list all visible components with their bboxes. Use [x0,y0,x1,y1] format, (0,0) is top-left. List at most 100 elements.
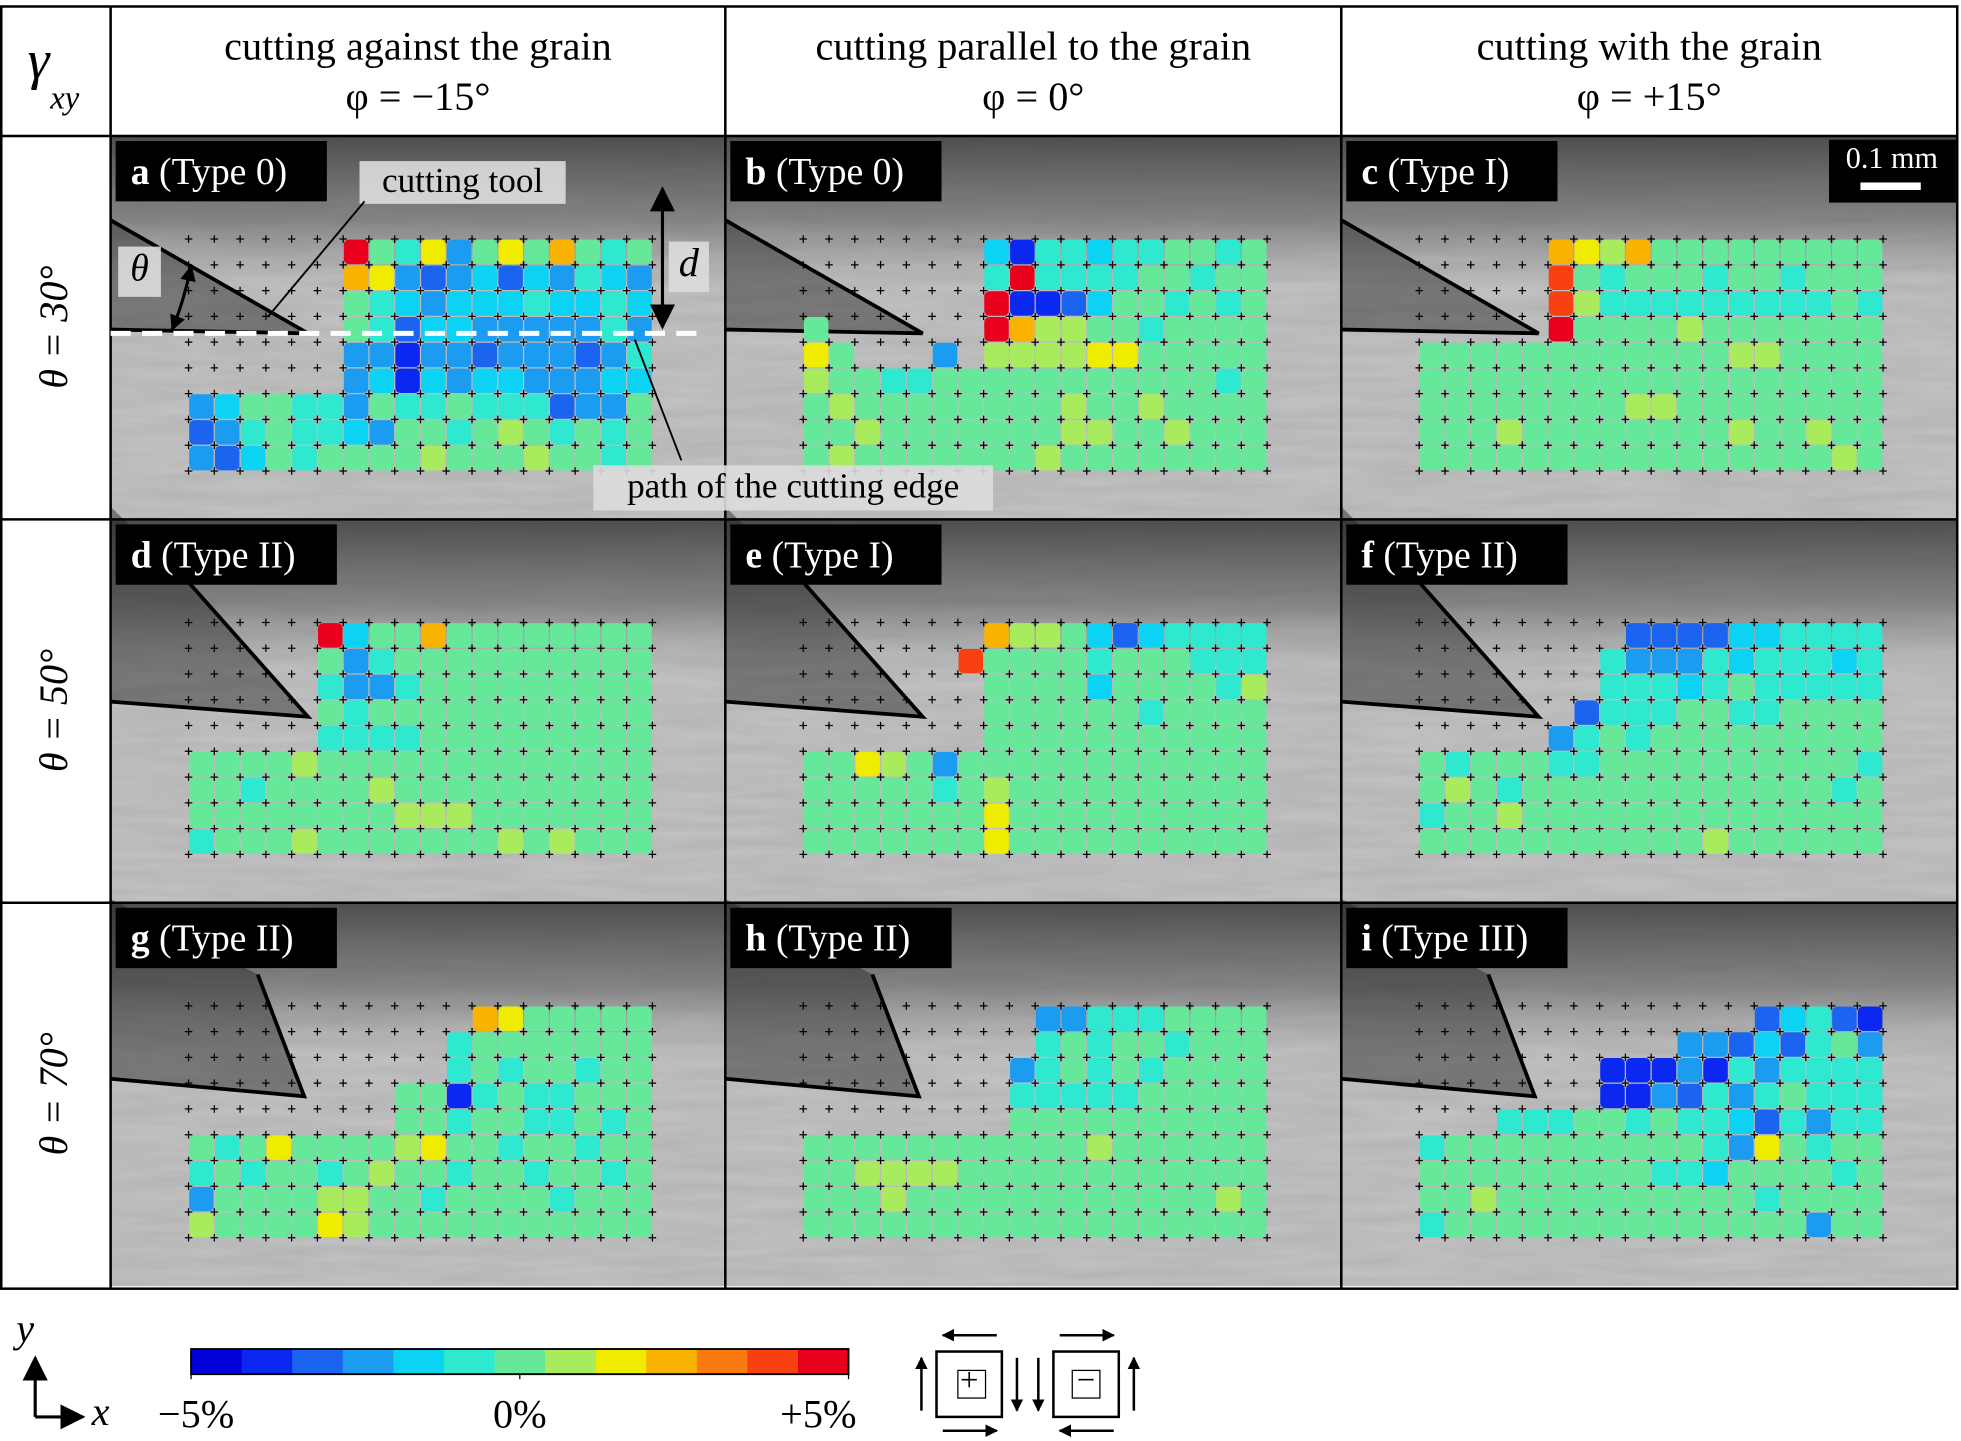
strain-cell [1677,623,1703,648]
strain-cell [1832,700,1857,725]
strain-cell [421,700,446,725]
strain-cell [498,1161,523,1186]
strain-cell [1600,726,1625,751]
strain-cell [1419,445,1445,471]
strain-cell [1754,648,1780,674]
strain-cell [498,445,523,471]
panel-label: g (Type II) [131,917,294,959]
strain-cell [1471,829,1496,854]
strain-cell [1522,394,1548,419]
panel-label-box [1346,140,1558,202]
strain-cell [906,445,932,471]
strain-cell [189,777,214,803]
strain-cell [1548,291,1574,316]
strain-cell [1857,316,1883,342]
strain-cell [1703,420,1728,445]
strain-cell [1190,726,1215,751]
strain-cell [1651,648,1677,674]
strain-cell [240,803,266,828]
strain-cell [549,829,575,854]
strain-cell [1087,751,1112,777]
strain-cell [1625,239,1651,265]
strain-cell [1780,1212,1806,1238]
strain-cell [1625,726,1651,751]
strain-cell [601,1058,627,1083]
strain-cell [1625,1212,1651,1238]
strain-cell [1087,1212,1112,1238]
strain-cell [446,239,472,265]
strain-cell [1241,368,1267,394]
strain-cell [1138,368,1164,394]
strain-cell [1548,368,1574,394]
strain-cell [369,1161,395,1186]
strain-cell [1087,674,1112,700]
strain-cell [1832,777,1857,803]
strain-cell [601,726,627,751]
marker-grid [1415,235,1887,475]
strain-cell [1164,1212,1190,1238]
strain-cell [575,291,601,316]
strain-cell [343,445,369,471]
strain-cell [318,829,343,854]
strain-cell [1471,777,1496,803]
strain-cell [958,445,984,471]
strain-cell [240,1135,266,1160]
strain-cell [240,751,266,777]
strain-cell [1419,368,1445,394]
strain-cell [1471,751,1496,777]
strain-cell [1729,623,1754,648]
strain-cell [1806,829,1831,854]
strain-cell [601,751,627,777]
strain-cell [1780,1006,1806,1031]
strain-cell [292,445,317,471]
strain-cell [472,623,498,648]
strain-cell [395,394,420,419]
strain-cell [549,751,575,777]
strain-cell [421,829,446,854]
strain-cell [189,1186,214,1212]
strain-cell [1471,394,1496,419]
strain-cell [549,394,575,419]
strain-cell [1625,674,1651,700]
strain-cell [1832,1135,1857,1160]
strain-cell [984,265,1009,290]
strain-cell [1113,1083,1138,1109]
strain-cell [1703,648,1728,674]
strain-cell [1754,1135,1780,1160]
strain-cell [1600,445,1625,471]
strain-cell [932,751,958,777]
strain-cell [1087,700,1112,725]
strain-cell [1061,803,1087,828]
strain-cell [1190,1212,1215,1238]
strain-cell [1548,726,1574,751]
strain-cell [1061,726,1087,751]
strain-cell [1087,1083,1112,1109]
strain-cell [1651,445,1677,471]
strain-cell [1113,1135,1138,1160]
strain-cell [1703,342,1728,368]
strain-cell [1113,342,1138,368]
strain-cell [549,726,575,751]
strain-cell [1164,1135,1190,1160]
axis-icon: y x [12,1306,109,1434]
strain-cell [1241,1186,1267,1212]
strain-cell [1241,1058,1267,1083]
strain-cell [1190,1161,1215,1186]
strain-cell [1138,1032,1164,1057]
strain-cell [1035,1109,1061,1135]
strain-cell [369,291,395,316]
strain-cell [984,1212,1009,1238]
colorbar-swatch [696,1349,748,1375]
strain-cell [1677,1032,1703,1057]
strain-cell [1216,726,1241,751]
strain-cell [1164,1109,1190,1135]
strain-cell [1138,1186,1164,1212]
strain-cell [1703,751,1728,777]
strain-cell [1164,777,1190,803]
strain-cell [446,1058,472,1083]
strain-cell [1035,394,1061,419]
strain-cell [855,394,880,419]
strain-cell [524,751,549,777]
strain-cell [472,1109,498,1135]
strain-cell [984,674,1009,700]
